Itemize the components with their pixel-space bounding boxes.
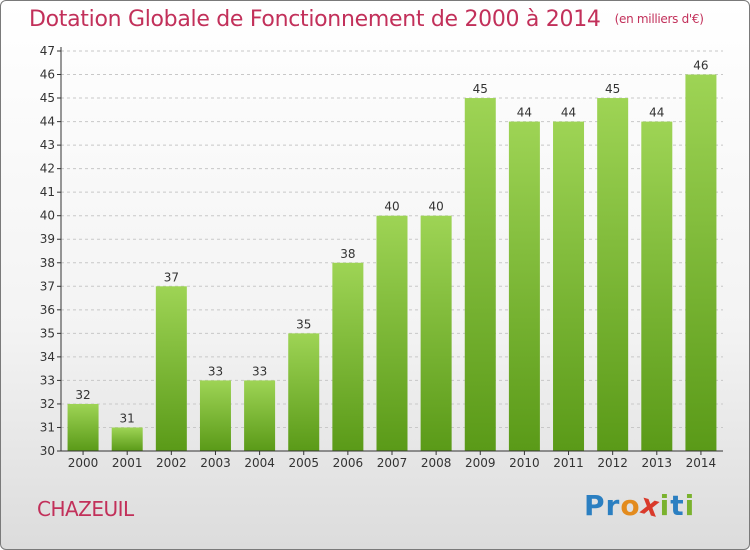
data-label: 40	[384, 200, 399, 214]
bar	[641, 121, 673, 452]
data-label: 33	[208, 364, 223, 378]
bar	[508, 121, 540, 452]
bar	[244, 380, 276, 451]
x-tick-label: 2005	[288, 456, 319, 470]
data-label: 32	[75, 388, 90, 402]
y-tick-label: 44	[40, 115, 55, 129]
data-label: 33	[252, 364, 267, 378]
chart-title: Dotation Globale de Fonctionnement de 20…	[29, 7, 601, 32]
x-tick-label: 2007	[377, 456, 408, 470]
y-tick-label: 37	[40, 279, 55, 293]
bar	[553, 121, 585, 452]
y-tick-label: 38	[40, 256, 55, 270]
data-label: 31	[120, 411, 135, 425]
y-tick-label: 43	[40, 138, 55, 152]
bar	[199, 380, 231, 451]
x-tick-label: 2014	[686, 456, 717, 470]
y-tick-label: 33	[40, 373, 55, 387]
bar	[332, 262, 364, 451]
x-tick-label: 2013	[642, 456, 673, 470]
logo-letter: r	[605, 489, 621, 522]
x-tick-label: 2009	[465, 456, 496, 470]
data-label: 44	[649, 106, 664, 120]
data-label: 37	[164, 270, 179, 284]
x-tick-label: 2006	[333, 456, 364, 470]
logo-letter: t	[670, 489, 685, 522]
bar	[67, 403, 99, 451]
x-tick-label: 2011	[553, 456, 584, 470]
bars: 32 31 37 33 33 35 38 40 40 45 44 44 45 44 46	[67, 59, 717, 452]
y-tick-label: 34	[40, 350, 55, 364]
x-tick-label: 2004	[244, 456, 275, 470]
x-tick-label: 2003	[200, 456, 231, 470]
y-tick-label: 45	[40, 91, 55, 105]
bar	[288, 333, 320, 451]
bar	[597, 98, 629, 451]
axes: 30 31 32 33 34 35 36 37 38 39 40 41 42 43 44 45 46 47 2000…	[40, 44, 723, 470]
logo-letter: i	[659, 489, 671, 522]
y-tick-label: 31	[40, 420, 55, 434]
y-tick-label: 41	[40, 185, 55, 199]
x-tick-label: 2010	[509, 456, 540, 470]
bar	[464, 98, 496, 451]
logo-letter: P	[584, 489, 606, 522]
y-tick-label: 35	[40, 326, 55, 340]
data-label: 40	[428, 200, 443, 214]
commune-name: CHAZEUIL	[37, 497, 134, 521]
data-label: 44	[517, 106, 532, 120]
y-tick-label: 40	[40, 209, 55, 223]
x-tick-label: 2001	[112, 456, 143, 470]
y-tick-label: 42	[40, 162, 55, 176]
bar	[685, 74, 717, 451]
x-tick-label: 2002	[156, 456, 187, 470]
x-tick-label: 2012	[597, 456, 628, 470]
bar	[111, 427, 143, 451]
logo-letter: i	[684, 489, 696, 522]
proxiti-logo: Proxiti	[584, 487, 696, 524]
y-tick-label: 30	[40, 444, 55, 458]
bar	[420, 215, 452, 451]
data-label: 46	[693, 59, 708, 73]
bar	[155, 286, 187, 451]
logo-letter: o	[620, 489, 641, 522]
y-tick-label: 32	[40, 397, 55, 411]
y-tick-label: 39	[40, 232, 55, 246]
data-label: 35	[296, 317, 311, 331]
y-tick-label: 36	[40, 303, 55, 317]
y-tick-label: 47	[40, 44, 55, 58]
data-label: 45	[473, 82, 488, 96]
x-tick-label: 2008	[421, 456, 452, 470]
bar	[376, 215, 408, 451]
data-label: 38	[340, 247, 355, 261]
data-label: 45	[605, 82, 620, 96]
data-label: 44	[561, 106, 576, 120]
chart-subtitle: (en milliers d'€)	[614, 12, 704, 26]
x-tick-label: 2000	[68, 456, 99, 470]
y-tick-label: 46	[40, 68, 55, 82]
chart-title-line: Dotation Globale de Fonctionnement de 20…	[29, 7, 704, 32]
